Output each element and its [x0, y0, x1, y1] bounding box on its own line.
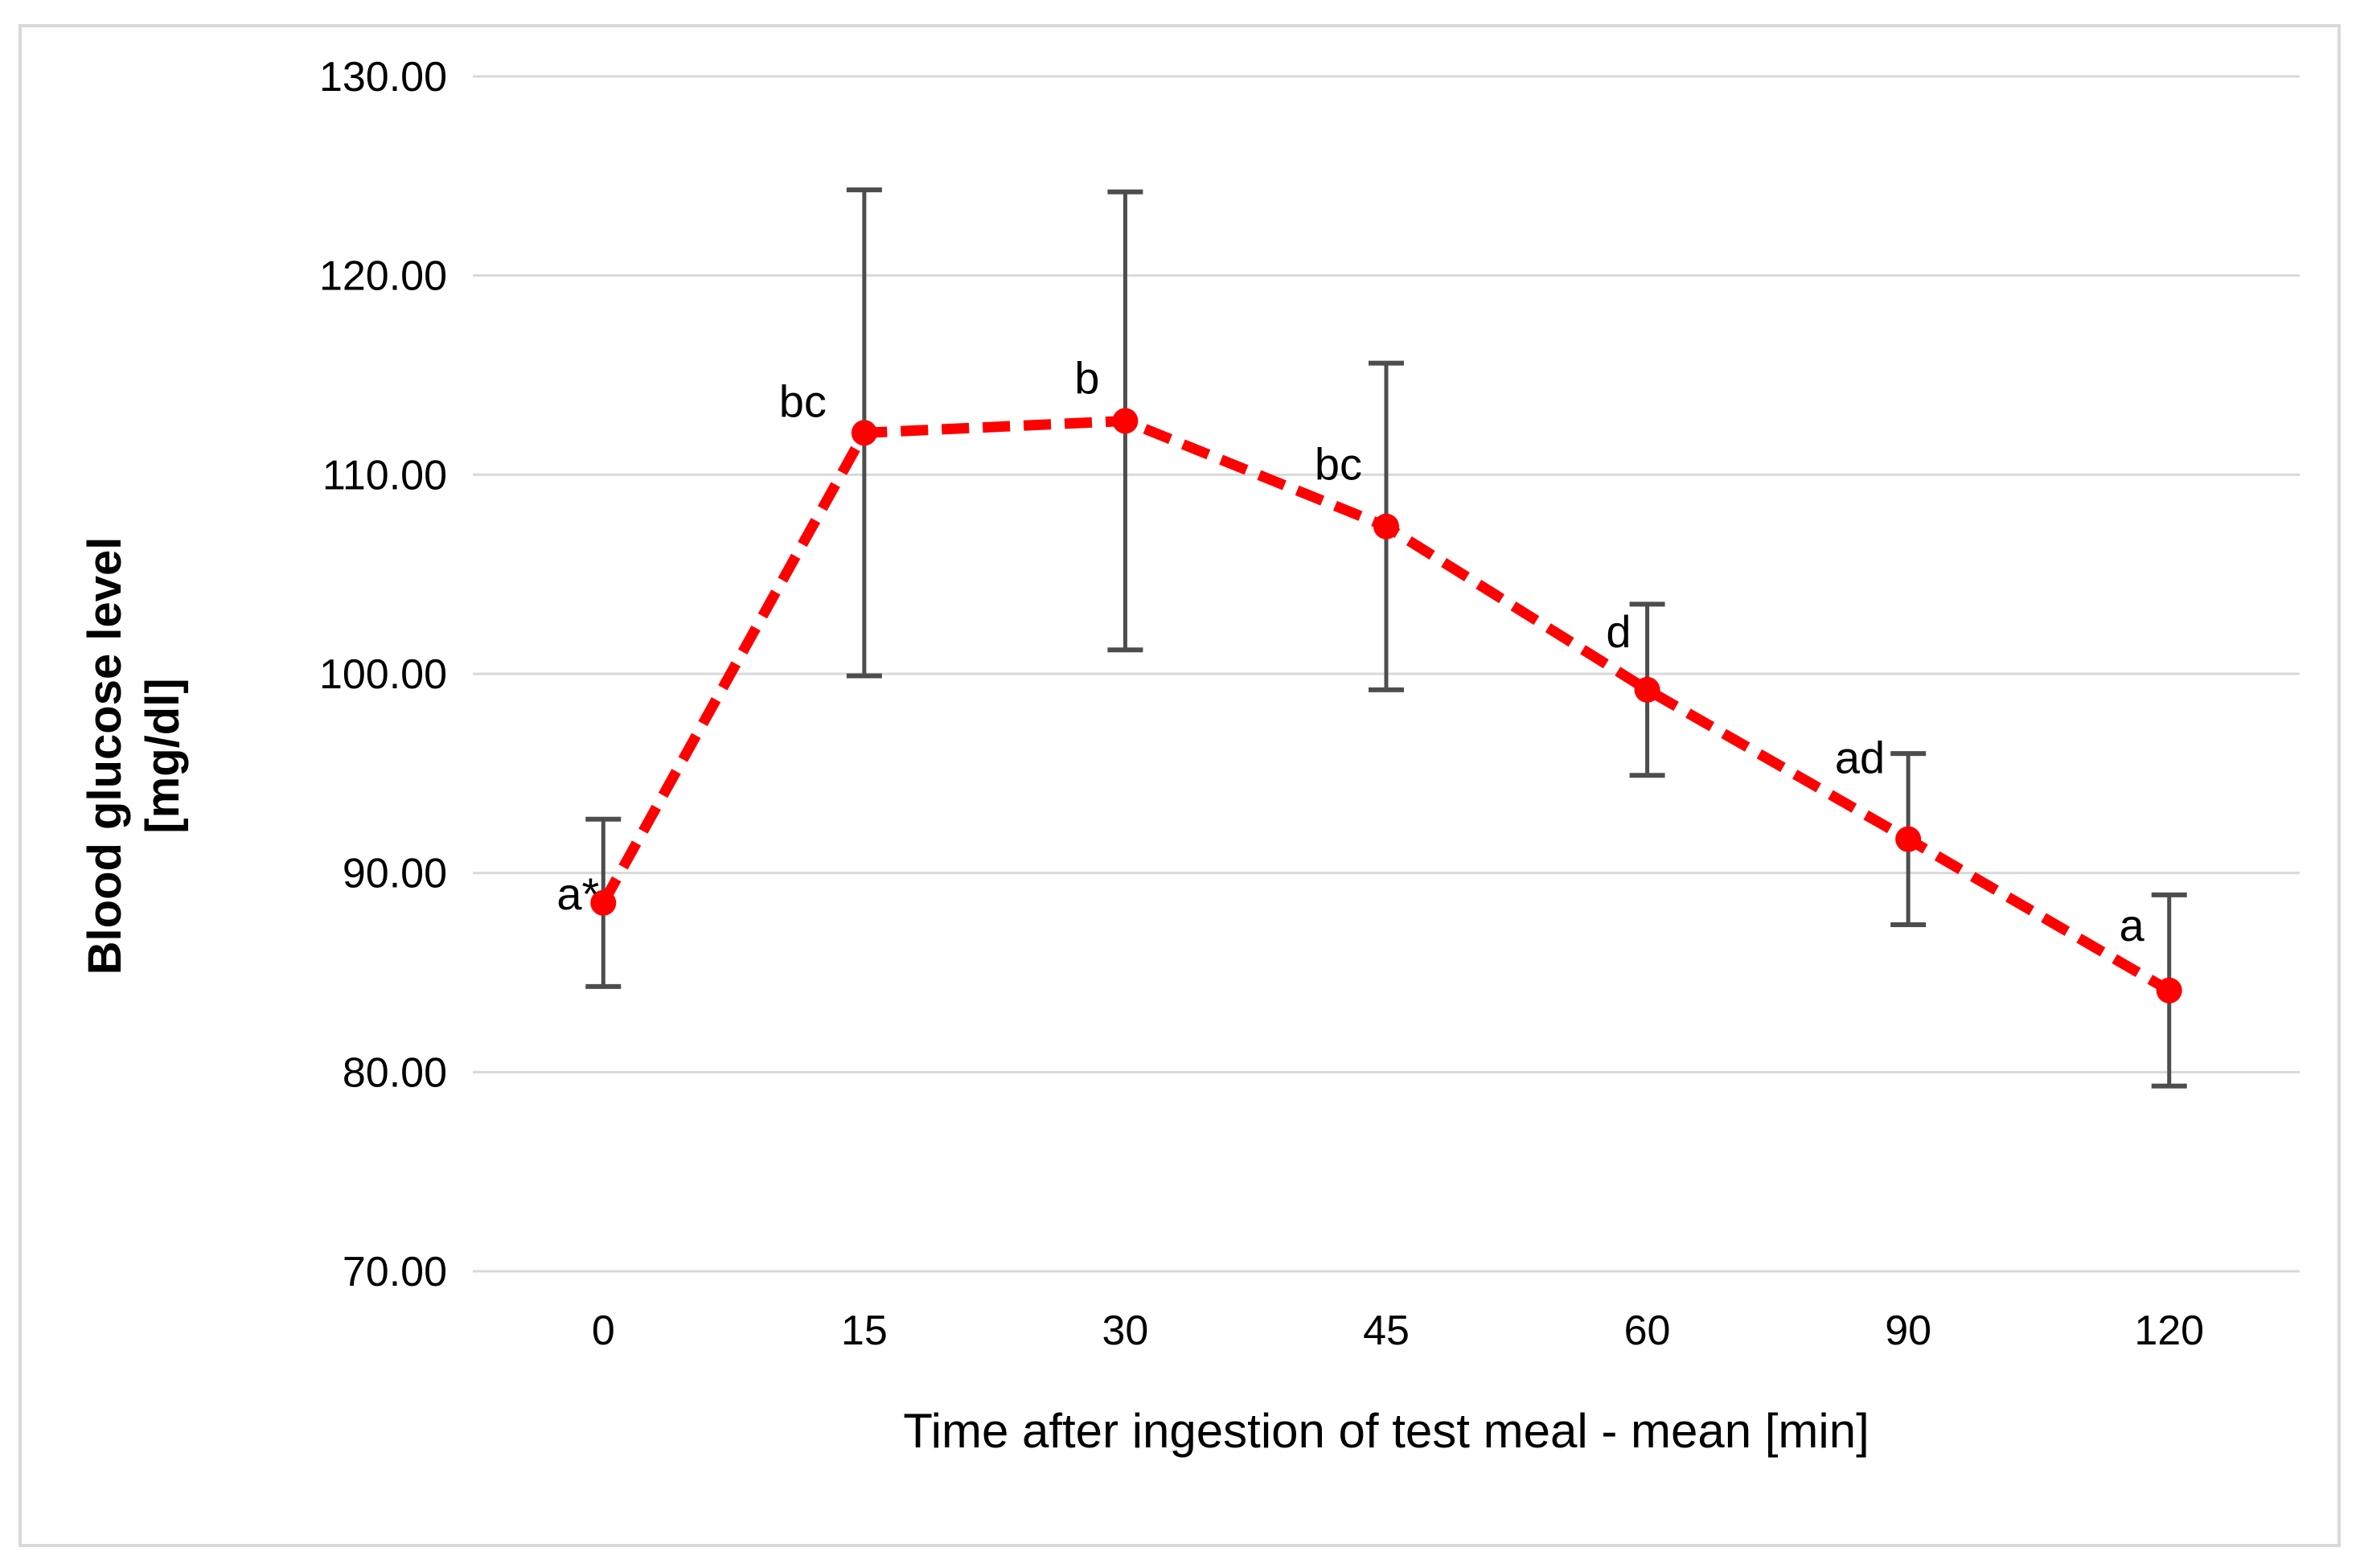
data-point-marker [1634, 676, 1660, 703]
x-tick-label: 90 [1885, 1307, 1931, 1354]
error-bars-layer [585, 187, 2187, 1089]
data-point-marker [590, 889, 617, 916]
data-point-marker [851, 420, 877, 446]
data-point-marker [1373, 513, 1399, 540]
y-tick-label: 110.00 [322, 452, 447, 499]
data-point-label: bc [1315, 439, 1362, 490]
x-tick-label: 120 [2134, 1307, 2204, 1354]
y-tick-label: 130.00 [319, 54, 447, 101]
data-point-label: ad [1835, 733, 1885, 783]
x-tick-label: 60 [1624, 1307, 1671, 1354]
y-tick-label: 70.00 [343, 1249, 447, 1295]
data-point-label: b [1074, 352, 1099, 403]
data-point-marker [1895, 826, 1922, 852]
x-axis-title: Time after ingestion of test meal - mean… [903, 1404, 1870, 1458]
data-point-marker [2156, 977, 2182, 1004]
x-tick-label: 45 [1363, 1307, 1410, 1354]
y-axis-tick-labels: 130.00 120.00 110.00 100.00 90.00 80.00 70.00 [319, 54, 447, 1295]
x-tick-label: 30 [1102, 1307, 1149, 1354]
x-tick-label: 15 [841, 1307, 888, 1354]
chart-frame-border [18, 24, 2341, 1547]
y-tick-label: 90.00 [343, 851, 447, 897]
data-point-markers-layer [590, 408, 2182, 1004]
y-tick-label: 100.00 [319, 651, 447, 698]
data-point-marker [1112, 408, 1139, 434]
x-tick-label: 0 [592, 1307, 615, 1354]
data-point-label: a [2120, 900, 2145, 950]
data-point-label: bc [779, 376, 827, 426]
y-tick-label: 80.00 [343, 1049, 447, 1096]
significance-labels-layer: a* bc b bc d ad a [556, 352, 2145, 950]
gridlines-layer [473, 75, 2300, 1273]
data-point-label: a* [556, 868, 599, 919]
y-axis-title-line2: [mg/dl] [137, 678, 189, 833]
y-axis-title-line1: Blood glucose level [79, 537, 131, 975]
y-tick-label: 120.00 [319, 253, 447, 300]
data-point-label: d [1606, 606, 1631, 657]
x-axis-tick-labels: 0 15 30 45 60 90 120 [592, 1307, 2204, 1354]
